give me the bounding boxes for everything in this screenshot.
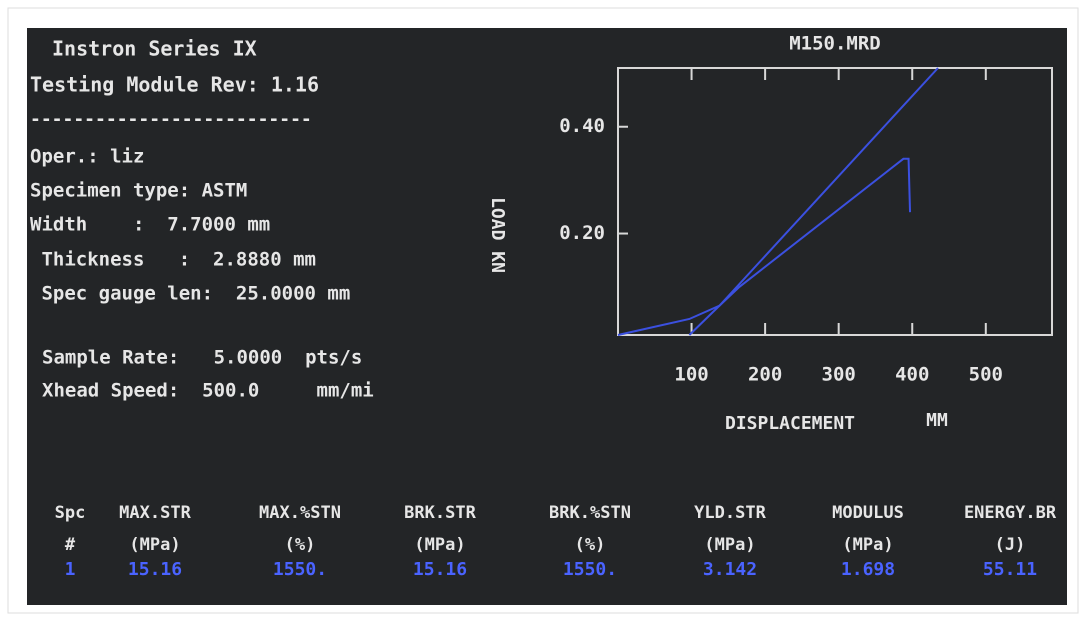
setting: Sample Rate: 5.0000 pts/s (42, 347, 362, 369)
table-header: BRK.%STN (549, 503, 631, 523)
x-axis-label: DISPLACEMENT (725, 413, 855, 434)
table-cell: 1550. (563, 559, 617, 580)
rule: -------------------------- (30, 109, 312, 130)
table-header: MODULUS (832, 503, 904, 523)
x-tick-label: 500 (969, 364, 1003, 386)
x-axis-unit: MM (926, 410, 948, 431)
table-header: (MPa) (704, 535, 755, 555)
table-header: (%) (285, 535, 316, 555)
table-header: (MPa) (842, 535, 893, 555)
table-header: (MPa) (129, 535, 180, 555)
field: Thickness : 2.8880 mm (30, 249, 316, 271)
table-cell: 1550. (273, 559, 327, 580)
table-cell: 15.16 (128, 559, 182, 580)
y-axis-label: LOAD KN (487, 197, 508, 273)
field: Oper.: liz (30, 146, 144, 168)
table-cell: 55.11 (983, 559, 1037, 580)
y-tick-label: 0.20 (559, 222, 605, 244)
table-header: (MPa) (414, 535, 465, 555)
title: Instron Series IX (52, 37, 257, 61)
table-header: (J) (995, 535, 1026, 555)
table-header: MAX.STR (119, 503, 191, 523)
table-cell: 1 (65, 559, 76, 580)
x-tick-label: 200 (748, 364, 782, 386)
table-header: (%) (575, 535, 606, 555)
chart-title: M150.MRD (789, 33, 881, 55)
field: Spec gauge len: 25.0000 mm (30, 283, 350, 305)
table-header: YLD.STR (694, 503, 766, 523)
table-header: Spc (55, 503, 86, 523)
x-tick-label: 300 (822, 364, 856, 386)
field: Specimen type: ASTM (30, 180, 247, 202)
setting: Xhead Speed: 500.0 mm/mi (42, 380, 374, 402)
x-tick-label: 100 (674, 364, 708, 386)
table-cell: 3.142 (703, 559, 757, 580)
table-header: BRK.STR (404, 503, 476, 523)
table-cell: 1.698 (841, 559, 895, 580)
table-header: ENERGY.BR (964, 503, 1057, 523)
y-tick-label: 0.40 (559, 115, 605, 137)
table-header: # (65, 535, 76, 555)
table-header: MAX.%STN (259, 503, 341, 523)
subtitle: Testing Module Rev: 1.16 (30, 73, 319, 97)
field: Width : 7.7000 mm (30, 214, 270, 236)
x-tick-label: 400 (895, 364, 929, 386)
screen-photo: Instron Series IX Testing Module Rev: 1.1… (0, 0, 1082, 619)
table-cell: 15.16 (413, 559, 467, 580)
